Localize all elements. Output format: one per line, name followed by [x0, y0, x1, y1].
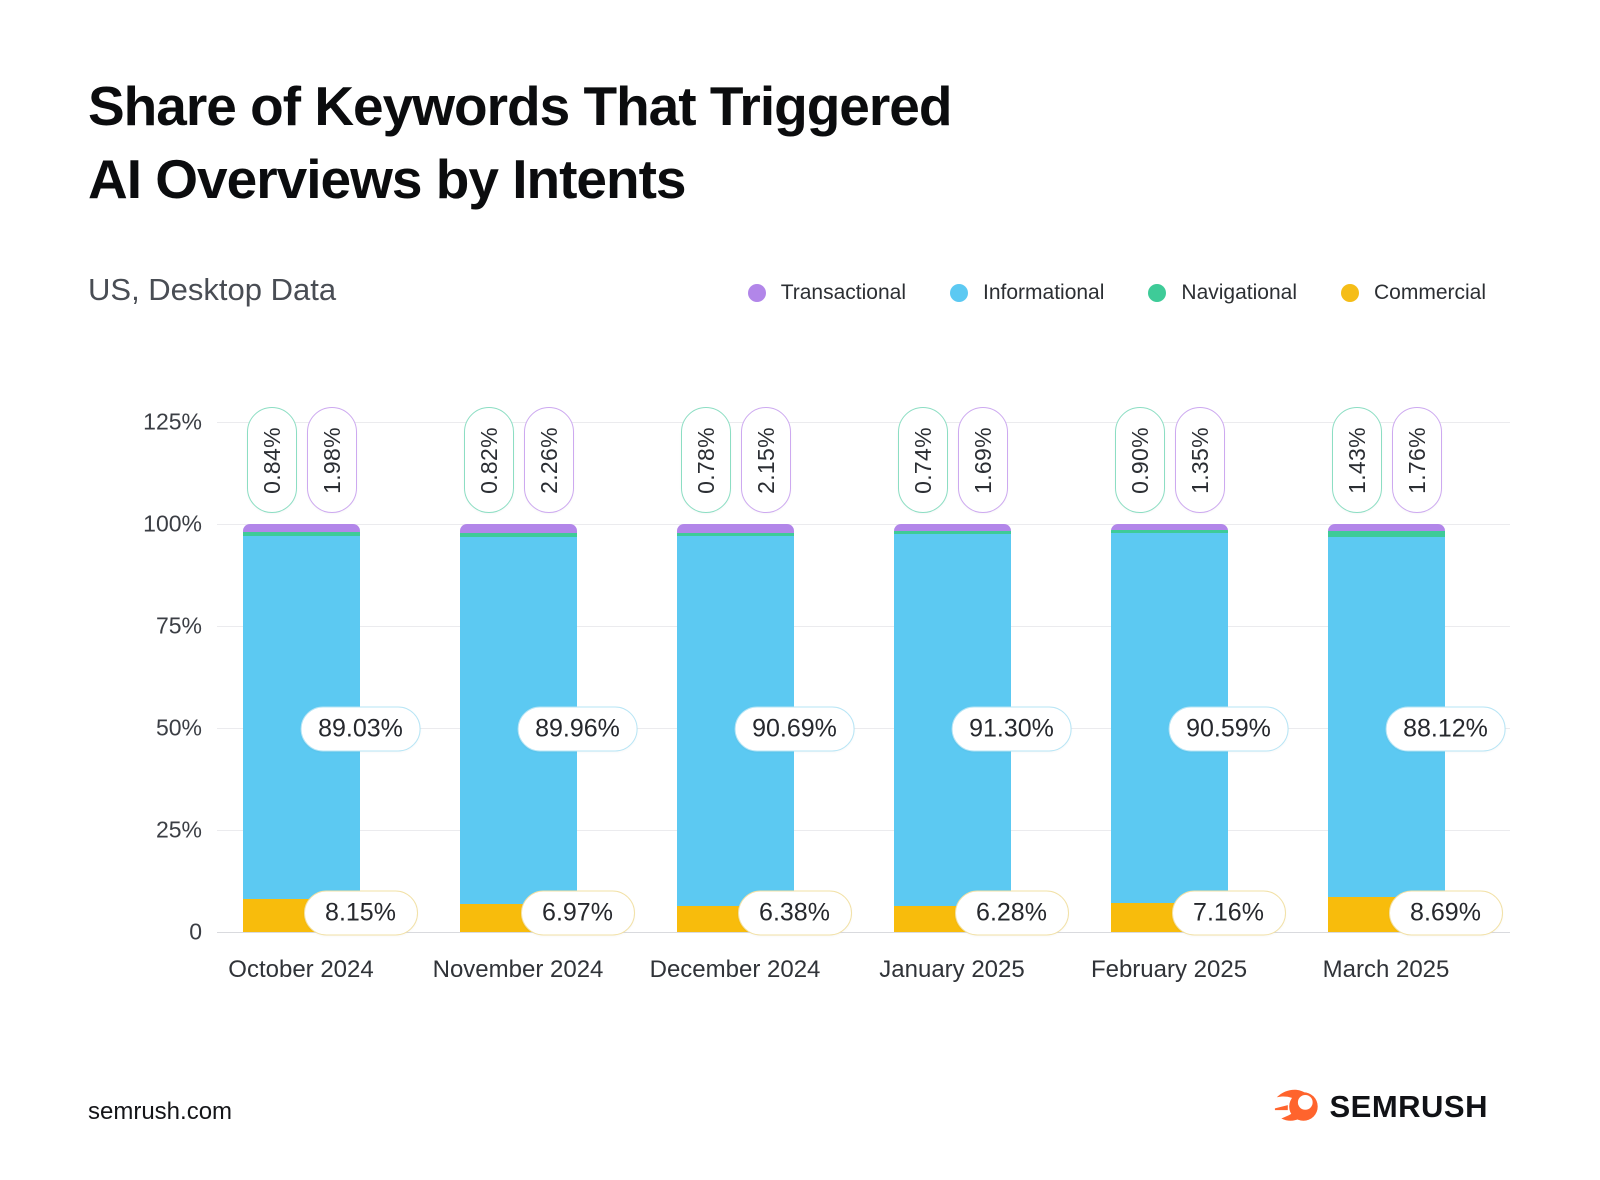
y-axis-tick-label: 100%	[143, 510, 202, 537]
value-pill-navigational: 1.43%	[1332, 407, 1382, 513]
page-title: Share of Keywords That Triggered AI Over…	[88, 70, 952, 216]
legend-label: Transactional	[780, 281, 906, 304]
value-pill-navigational-text: 0.84%	[258, 426, 285, 494]
legend-label: Commercial	[1373, 281, 1486, 304]
y-axis-tick-label: 50%	[155, 714, 202, 741]
bar-segment-transactional	[676, 524, 794, 533]
x-axis-label: October 2024	[228, 956, 374, 983]
legend-item-informational: Informational	[950, 281, 1104, 305]
value-pill-commercial: 8.69%	[1388, 890, 1503, 936]
value-pill-transactional: 1.35%	[1175, 407, 1225, 513]
x-axis-label: February 2025	[1090, 956, 1248, 983]
value-pill-navigational: 0.74%	[898, 407, 948, 513]
value-pill-navigational-text: 0.78%	[692, 426, 719, 494]
value-pill-informational: 90.69%	[734, 706, 855, 752]
value-pill-navigational: 0.78%	[681, 407, 731, 513]
value-pill-informational: 88.12%	[1385, 706, 1506, 752]
bar-segment-transactional	[459, 524, 577, 534]
y-axis-tick-label: 25%	[155, 816, 202, 843]
bar-segment-navigational	[1327, 531, 1445, 537]
semrush-brand-text: SEMRUSH	[1329, 1088, 1488, 1124]
page-title-line1: Share of Keywords That Triggered	[88, 75, 952, 137]
value-pill-transactional-text: 2.15%	[752, 426, 779, 494]
y-axis-tick-label: 125%	[143, 408, 202, 435]
value-pill-navigational-text: 1.43%	[1343, 426, 1370, 494]
value-pill-transactional: 2.26%	[524, 407, 574, 513]
value-pill-navigational: 0.82%	[464, 407, 514, 513]
legend-dot-icon	[1340, 284, 1359, 302]
legend-label: Informational	[983, 281, 1105, 304]
value-pill-informational: 90.59%	[1168, 706, 1289, 752]
y-axis-tick-label: 75%	[155, 612, 202, 639]
gridline-125	[217, 422, 1510, 423]
value-pill-informational: 89.03%	[300, 706, 421, 752]
x-axis-label: November 2024	[432, 956, 604, 983]
value-pill-informational: 91.30%	[951, 706, 1072, 752]
value-pill-navigational-text: 0.82%	[475, 426, 502, 494]
value-pill-transactional: 1.98%	[307, 407, 357, 513]
gridline-0	[217, 932, 1510, 933]
bar-segment-transactional	[893, 524, 1011, 531]
legend-label: Navigational	[1181, 281, 1297, 304]
gridline-25	[217, 830, 1510, 831]
footer-site-text: semrush.com	[88, 1098, 233, 1125]
value-pill-transactional: 1.76%	[1392, 407, 1442, 513]
value-pill-navigational: 0.84%	[247, 407, 297, 513]
bar-segment-navigational	[459, 533, 577, 537]
value-pill-commercial: 6.28%	[954, 890, 1069, 936]
page-title-line2: AI Overviews by Intents	[88, 148, 687, 210]
chart-subtitle: US, Desktop Data	[88, 272, 337, 307]
gridline-100	[217, 524, 1510, 525]
value-pill-commercial: 6.38%	[737, 890, 852, 936]
semrush-logo: SEMRUSH	[1274, 1087, 1488, 1126]
value-pill-transactional-text: 1.98%	[318, 426, 345, 494]
value-pill-transactional-text: 2.26%	[535, 426, 562, 494]
value-pill-commercial: 8.15%	[303, 890, 418, 936]
bar-segment-navigational	[893, 530, 1011, 534]
bar-segment-navigational	[676, 532, 794, 536]
bar-segment-navigational	[1110, 529, 1228, 534]
legend-dot-icon	[747, 284, 766, 302]
x-axis-label: March 2025	[1322, 956, 1450, 983]
gridline-75	[217, 626, 1510, 627]
x-axis-label: December 2024	[649, 956, 821, 983]
semrush-flame-icon	[1275, 1089, 1319, 1121]
value-pill-navigational: 0.90%	[1115, 407, 1165, 513]
value-pill-commercial: 6.97%	[520, 890, 635, 936]
legend-dot-icon	[950, 284, 968, 302]
value-pill-transactional: 2.15%	[741, 407, 791, 513]
value-pill-navigational-text: 0.74%	[909, 426, 936, 494]
x-axis-label: January 2025	[879, 956, 1025, 983]
value-pill-commercial: 7.16%	[1171, 890, 1286, 936]
y-axis-tick-label: 0	[189, 918, 202, 945]
value-pill-transactional-text: 1.76%	[1403, 426, 1430, 494]
value-pill-transactional-text: 1.69%	[969, 426, 996, 494]
bar-column-march-2025	[1327, 524, 1445, 932]
legend-item-commercial: Commercial	[1340, 281, 1486, 305]
bar-segment-navigational	[242, 532, 360, 536]
bar-column-october-2024	[242, 524, 360, 932]
legend-item-transactional: Transactional	[747, 281, 906, 305]
gridline-50	[217, 728, 1510, 729]
value-pill-transactional: 1.69%	[958, 407, 1008, 513]
legend-item-navigational: Navigational	[1148, 281, 1297, 305]
value-pill-informational: 89.96%	[517, 706, 638, 752]
value-pill-transactional-text: 1.35%	[1186, 426, 1213, 494]
bar-segment-transactional	[1110, 524, 1228, 530]
bar-segment-transactional	[242, 524, 360, 533]
legend-dot-icon	[1148, 284, 1167, 302]
chart-legend: Transactional Informational Navigational Co…	[747, 281, 1486, 305]
bar-segment-transactional	[1327, 524, 1445, 532]
value-pill-navigational-text: 0.90%	[1126, 426, 1153, 494]
